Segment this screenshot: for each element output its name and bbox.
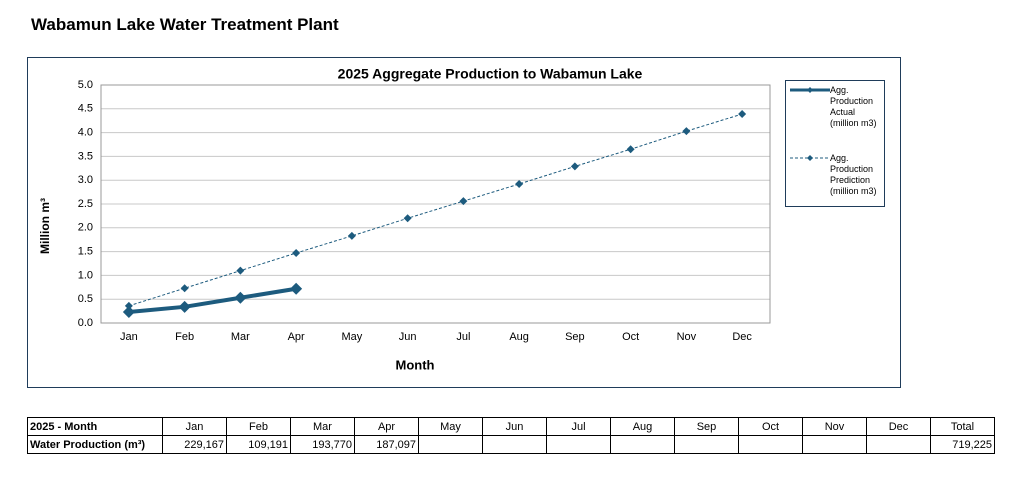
data-point	[180, 284, 189, 293]
table-cell: 2025 - Month	[27, 417, 163, 436]
data-point	[122, 306, 135, 319]
y-tick-label: 2.5	[78, 198, 93, 210]
table-cell: Total	[930, 417, 995, 436]
data-point	[403, 214, 412, 223]
legend-swatch	[790, 87, 830, 93]
chart: 2025 Aggregate Production to Wabamun Lak…	[38, 66, 771, 372]
x-tick-label: Oct	[622, 331, 639, 343]
table-cell: Nov	[802, 417, 867, 436]
table-cell	[546, 435, 611, 454]
table-cell: Water Production (m³)	[27, 435, 163, 454]
table-cell: 193,770	[290, 435, 355, 454]
y-tick-label: 0.5	[78, 293, 93, 305]
y-tick-label: 5.0	[78, 79, 93, 91]
table-cell: Dec	[866, 417, 931, 436]
x-tick-label: Apr	[288, 331, 305, 343]
table-cell	[610, 435, 675, 454]
data-point	[124, 301, 133, 310]
page-title: Wabamun Lake Water Treatment Plant	[31, 15, 339, 34]
chart-title: 2025 Aggregate Production to Wabamun Lak…	[338, 66, 643, 82]
table-cell: Oct	[738, 417, 803, 436]
chart-box: 2025 Aggregate Production to Wabamun Lak…	[27, 57, 901, 388]
y-tick-label: 4.0	[78, 127, 93, 139]
table-row: Water Production (m³) 229,167 109,191 193,7…	[27, 435, 995, 454]
table-cell	[738, 435, 803, 454]
data-point	[459, 197, 468, 206]
y-axis-label: Million m³	[38, 198, 52, 254]
data-point	[570, 162, 579, 171]
table-cell: Apr	[354, 417, 419, 436]
data-point	[626, 145, 635, 154]
data-point	[290, 282, 303, 295]
data-point	[234, 291, 247, 304]
x-tick-label: Jun	[399, 331, 417, 343]
y-tick-label: 3.0	[78, 174, 93, 186]
data-point	[682, 127, 691, 136]
legend-label: Agg. Production Prediction (million m3)	[830, 153, 877, 196]
table-cell: Sep	[674, 417, 739, 436]
table-cell: 187,097	[354, 435, 419, 454]
y-tick-label: 3.5	[78, 150, 93, 162]
data-point	[515, 180, 524, 189]
legend-swatch	[790, 155, 830, 161]
x-tick-label: Mar	[231, 331, 250, 343]
table-cell	[482, 435, 547, 454]
table-cell: May	[418, 417, 483, 436]
table-cell	[418, 435, 483, 454]
table-cell: Jul	[546, 417, 611, 436]
legend-marker	[807, 87, 813, 93]
table-row: 2025 - Month Jan Feb Mar Apr May Jun Jul Aug Sep O…	[27, 417, 995, 436]
table-cell: Mar	[290, 417, 355, 436]
legend-label: Agg. Production Actual (million m3)	[830, 85, 877, 128]
table-cell: 109,191	[226, 435, 291, 454]
table-cell	[674, 435, 739, 454]
x-tick-label: May	[341, 331, 362, 343]
series-line	[128, 113, 743, 307]
y-tick-label: 4.5	[78, 103, 93, 115]
data-point	[236, 266, 245, 275]
data-point	[178, 300, 191, 313]
data-table: 2025 - Month Jan Feb Mar Apr May Jun Jul Aug Sep O…	[27, 417, 995, 454]
x-axis-label: Month	[396, 357, 435, 372]
table-cell: 719,225	[930, 435, 995, 454]
y-tick-label: 2.0	[78, 222, 93, 234]
x-tick-label: Jul	[456, 331, 470, 343]
x-tick-label: Dec	[732, 331, 752, 343]
table-cell: Aug	[610, 417, 675, 436]
table-cell: Feb	[226, 417, 291, 436]
plot-border	[100, 84, 771, 324]
x-tick-label: Nov	[677, 331, 697, 343]
series-line	[128, 286, 297, 315]
table-cell: 229,167	[162, 435, 227, 454]
data-point	[292, 249, 301, 258]
x-tick-label: Feb	[175, 331, 194, 343]
x-tick-label: Jan	[120, 331, 138, 343]
table-cell	[866, 435, 931, 454]
x-tick-label: Sep	[565, 331, 585, 343]
data-point	[347, 231, 356, 240]
table-cell: Jun	[482, 417, 547, 436]
data-point	[738, 110, 747, 119]
legend-marker	[807, 155, 813, 161]
y-tick-label: 1.5	[78, 246, 93, 258]
y-tick-label: 1.0	[78, 269, 93, 281]
table-cell	[802, 435, 867, 454]
legend: Agg. Production Actual (million m3) Agg. …	[785, 80, 885, 207]
x-tick-label: Aug	[509, 331, 529, 343]
y-tick-label: 0.0	[78, 317, 93, 329]
table-cell: Jan	[162, 417, 227, 436]
